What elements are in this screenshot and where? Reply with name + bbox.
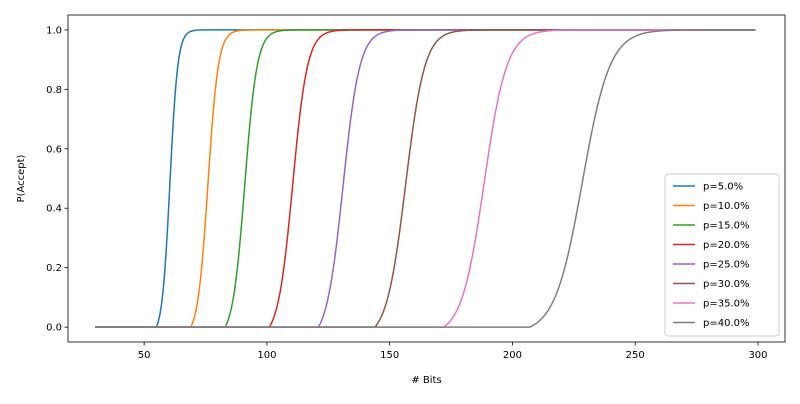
legend-label: p=10.0% [703,201,750,212]
legend: p=5.0% p=10.0% p=15.0% p=20.0% p=25.0% p=30.0… [664,173,780,337]
legend-label: p=25.0% [703,260,750,271]
x-tick-label: 150 [380,350,399,361]
y-axis-ticks: 0.0 0.2 0.4 0.6 0.8 1.0 [46,25,68,334]
x-axis-ticks: 50 100 150 200 250 300 [138,342,768,361]
series-line-8 [95,29,756,328]
series-line-1 [95,29,756,328]
legend-label: p=40.0% [703,318,750,329]
legend-label: p=35.0% [703,299,750,310]
legend-label: p=30.0% [703,279,750,290]
plot-frame [67,14,786,343]
x-tick-label: 250 [626,350,645,361]
legend-label: p=15.0% [703,221,750,232]
series-line-4 [95,29,756,328]
legend-label: p=20.0% [703,240,750,251]
x-tick-label: 200 [503,350,522,361]
x-tick-label: 100 [257,350,276,361]
legend-frame [664,173,780,337]
y-tick-label: 0.2 [46,263,62,274]
y-tick-label: 0.4 [46,204,62,215]
x-tick-label: 50 [138,350,151,361]
x-tick-label: 300 [748,350,767,361]
y-axis-label: P(Accept) [16,154,27,202]
series-line-2 [95,29,756,328]
y-tick-label: 1.0 [46,25,62,36]
x-axis-label: # Bits [411,375,441,386]
series-line-6 [95,29,756,328]
series-line-3 [95,29,756,328]
y-tick-label: 0.8 [46,85,62,96]
plot-lines [95,29,756,328]
y-tick-label: 0.0 [46,323,62,334]
legend-label: p=5.0% [703,182,743,193]
series-line-7 [95,29,756,328]
series-line-5 [95,29,756,328]
y-tick-label: 0.6 [46,144,62,155]
